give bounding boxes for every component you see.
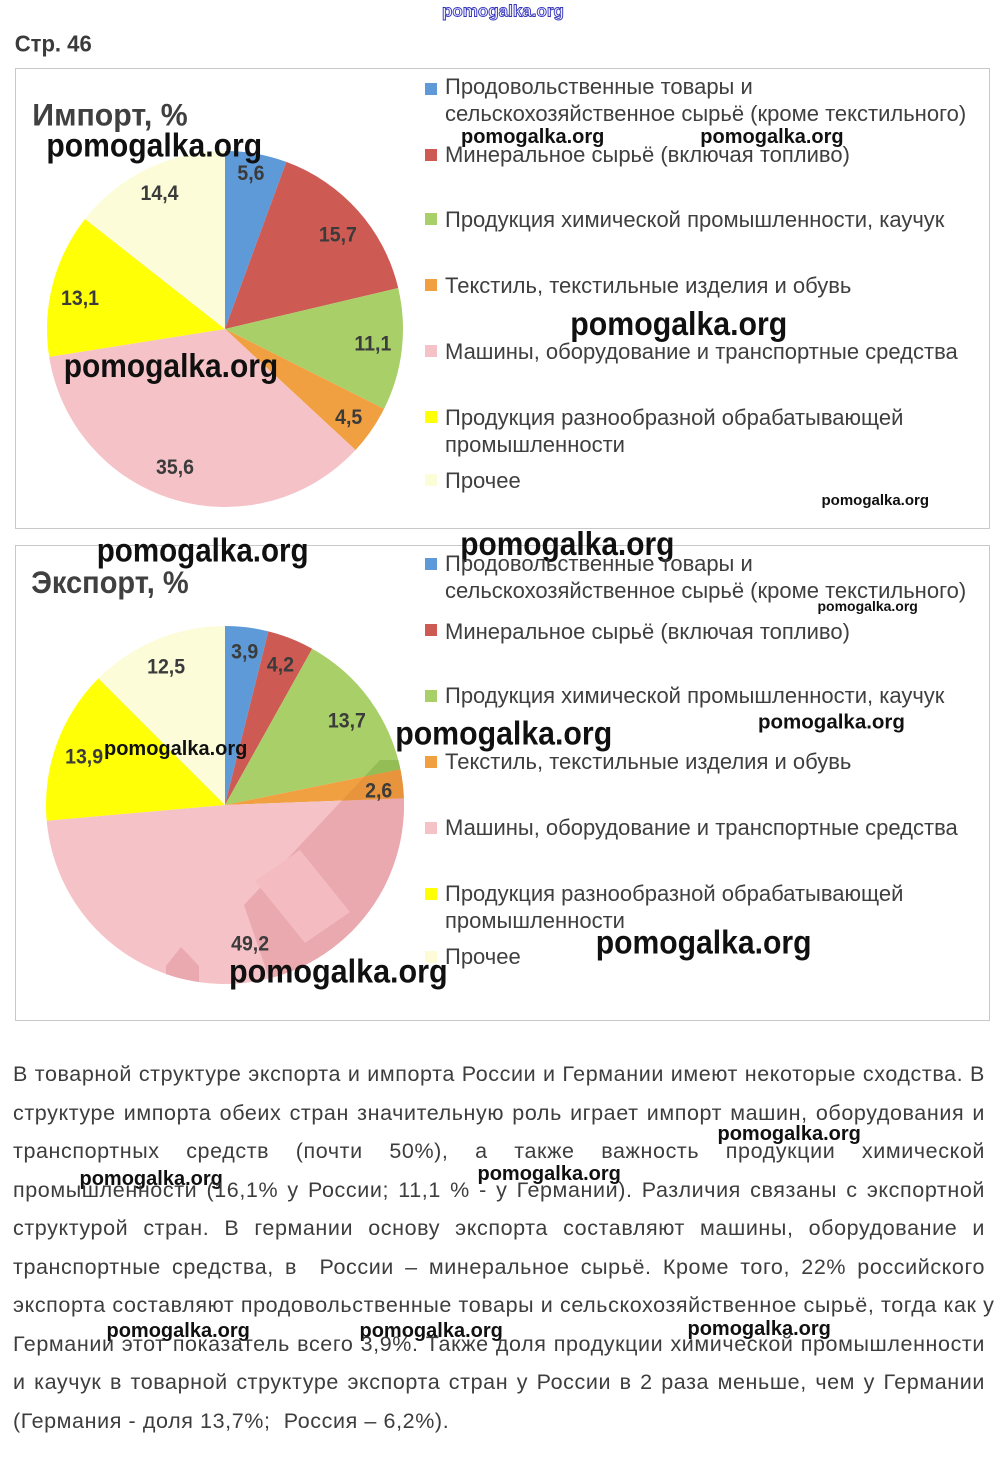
svg-text:pomogalka.org: pomogalka.org bbox=[460, 525, 674, 562]
svg-text:pomogalka.org: pomogalka.org bbox=[97, 532, 309, 569]
svg-text:pomogalka.org: pomogalka.org bbox=[758, 711, 905, 734]
svg-text:2,6: 2,6 bbox=[365, 780, 392, 803]
svg-text:pomogalka.org: pomogalka.org bbox=[478, 1163, 621, 1185]
svg-text:pomogalka.org: pomogalka.org bbox=[718, 1123, 861, 1145]
svg-text:pomogalka.org: pomogalka.org bbox=[596, 923, 812, 961]
svg-text:pomogalka.org: pomogalka.org bbox=[229, 952, 448, 989]
svg-text:pomogalka.org: pomogalka.org bbox=[360, 1320, 503, 1342]
svg-text:13,7: 13,7 bbox=[328, 710, 366, 733]
svg-text:pomogalka.org: pomogalka.org bbox=[570, 305, 787, 343]
svg-text:4,5: 4,5 bbox=[335, 406, 362, 429]
svg-text:49,2: 49,2 bbox=[231, 933, 269, 956]
svg-text:5,6: 5,6 bbox=[237, 162, 264, 185]
svg-text:pomogalka.org: pomogalka.org bbox=[107, 1320, 250, 1342]
svg-text:pomogalka.org: pomogalka.org bbox=[64, 347, 279, 385]
svg-text:13,1: 13,1 bbox=[61, 287, 99, 310]
svg-text:Экспорт, %: Экспорт, % bbox=[31, 566, 188, 600]
svg-text:35,6: 35,6 bbox=[156, 456, 194, 479]
svg-text:pomogalka.org: pomogalka.org bbox=[104, 738, 247, 760]
svg-text:pomogalka.org: pomogalka.org bbox=[688, 1318, 831, 1340]
svg-text:4,2: 4,2 bbox=[267, 654, 294, 677]
svg-text:pomogalka.org: pomogalka.org bbox=[442, 1, 564, 20]
svg-text:Стр. 46: Стр. 46 bbox=[15, 31, 92, 57]
svg-text:3,9: 3,9 bbox=[231, 641, 258, 664]
svg-text:pomogalka.org: pomogalka.org bbox=[395, 714, 612, 752]
svg-text:14,4: 14,4 bbox=[141, 182, 180, 205]
svg-text:pomogalka.org: pomogalka.org bbox=[46, 126, 262, 164]
svg-text:pomogalka.org: pomogalka.org bbox=[818, 598, 918, 614]
svg-text:11,1: 11,1 bbox=[354, 333, 391, 356]
svg-text:13,9: 13,9 bbox=[65, 746, 103, 769]
svg-text:pomogalka.org: pomogalka.org bbox=[700, 126, 843, 148]
svg-text:pomogalka.org: pomogalka.org bbox=[822, 492, 930, 509]
svg-text:Импорт, %: Импорт, % bbox=[32, 97, 187, 133]
svg-text:pomogalka.org: pomogalka.org bbox=[80, 1168, 223, 1190]
svg-text:pomogalka.org: pomogalka.org bbox=[461, 126, 604, 148]
svg-text:12,5: 12,5 bbox=[147, 656, 185, 679]
svg-text:15,7: 15,7 bbox=[319, 224, 357, 247]
